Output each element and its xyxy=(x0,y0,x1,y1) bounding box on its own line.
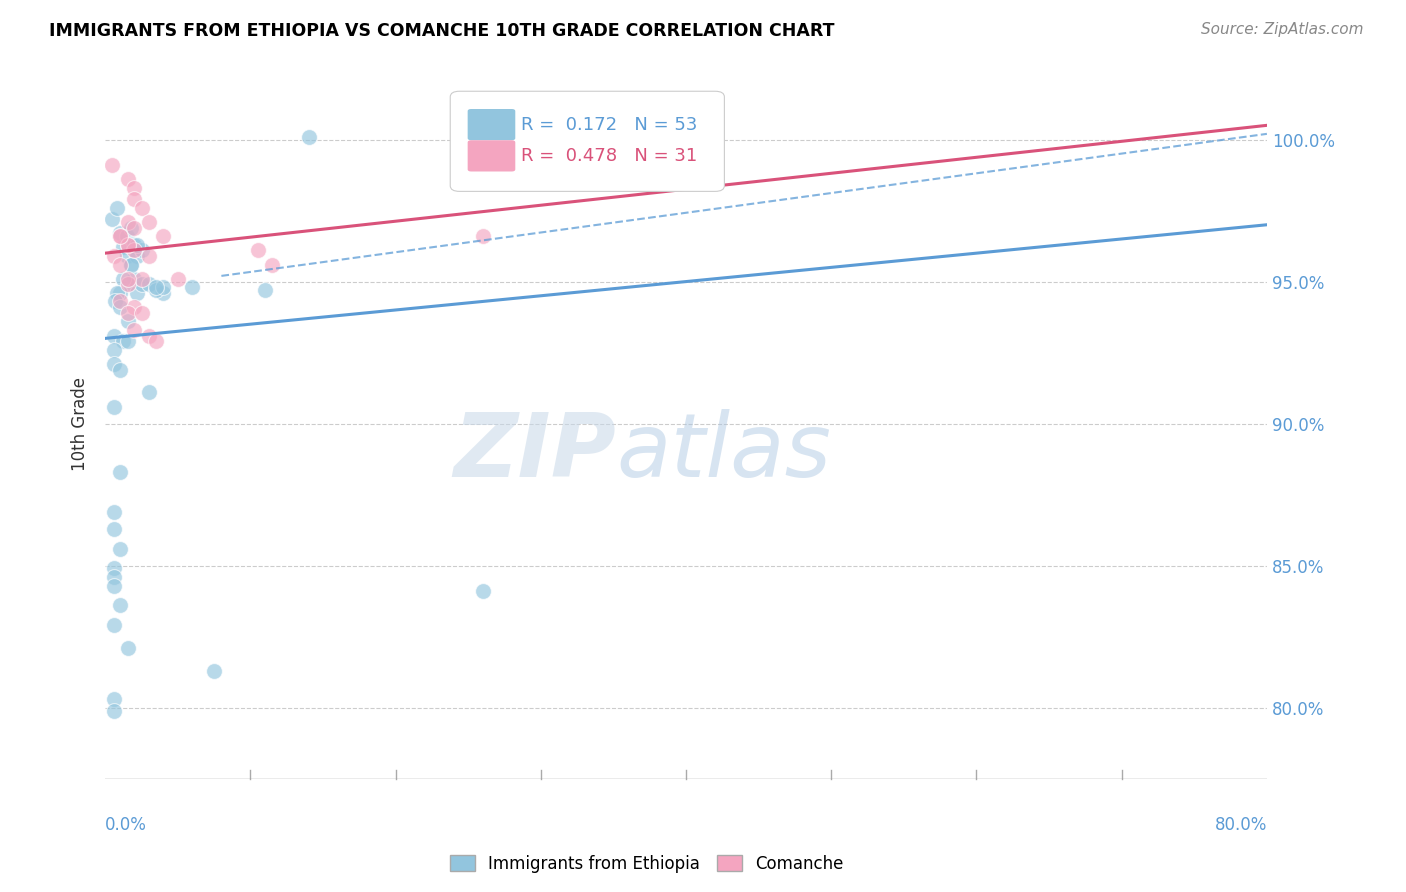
Point xyxy=(202,664,225,678)
Point xyxy=(108,285,131,300)
Point xyxy=(145,280,167,294)
Point xyxy=(103,249,125,263)
Point xyxy=(115,229,138,244)
Text: R =  0.478   N = 31: R = 0.478 N = 31 xyxy=(522,147,697,165)
Point xyxy=(122,237,145,252)
Point xyxy=(471,229,494,244)
Point xyxy=(117,215,139,229)
Point xyxy=(138,385,160,400)
Point xyxy=(108,465,131,479)
Point xyxy=(117,306,139,320)
Text: 80.0%: 80.0% xyxy=(1215,815,1267,834)
Point xyxy=(108,229,131,244)
Point xyxy=(108,599,131,613)
FancyBboxPatch shape xyxy=(450,91,724,192)
Point xyxy=(103,704,125,718)
Point xyxy=(117,237,139,252)
Point xyxy=(145,283,167,297)
Point xyxy=(111,334,134,349)
Point xyxy=(103,400,125,414)
Text: Source: ZipAtlas.com: Source: ZipAtlas.com xyxy=(1201,22,1364,37)
Point xyxy=(127,249,149,263)
Point xyxy=(117,237,139,252)
Point xyxy=(122,192,145,206)
Point xyxy=(117,334,139,349)
Point xyxy=(111,240,134,254)
Text: IMMIGRANTS FROM ETHIOPIA VS COMANCHE 10TH GRADE CORRELATION CHART: IMMIGRANTS FROM ETHIOPIA VS COMANCHE 10T… xyxy=(49,22,835,40)
Point xyxy=(253,283,276,297)
FancyBboxPatch shape xyxy=(468,140,515,171)
Text: R =  0.172   N = 53: R = 0.172 N = 53 xyxy=(522,116,697,134)
Point xyxy=(471,584,494,599)
Text: ZIP: ZIP xyxy=(454,409,616,496)
Point xyxy=(105,285,128,300)
Point xyxy=(101,212,124,227)
Point xyxy=(120,258,142,272)
Point xyxy=(122,220,145,235)
Point xyxy=(131,277,153,292)
Point xyxy=(108,258,131,272)
Point xyxy=(103,343,125,357)
Point xyxy=(117,314,139,328)
Point xyxy=(103,618,125,632)
Point xyxy=(105,201,128,215)
Point xyxy=(122,181,145,195)
Point xyxy=(131,201,153,215)
Point xyxy=(108,541,131,556)
Point xyxy=(108,227,131,241)
Y-axis label: 10th Grade: 10th Grade xyxy=(72,376,89,471)
Point xyxy=(145,334,167,349)
Point xyxy=(122,300,145,314)
Point xyxy=(122,244,145,258)
Point xyxy=(103,505,125,519)
Point xyxy=(103,328,125,343)
Point xyxy=(120,220,142,235)
Point xyxy=(117,640,139,655)
Point xyxy=(111,271,134,285)
Legend: Immigrants from Ethiopia, Comanche: Immigrants from Ethiopia, Comanche xyxy=(443,848,851,880)
FancyBboxPatch shape xyxy=(468,109,515,140)
Point xyxy=(103,578,125,592)
Point xyxy=(122,271,145,285)
Point xyxy=(104,294,127,309)
Point xyxy=(108,300,131,314)
Point xyxy=(103,357,125,371)
Point xyxy=(181,280,204,294)
Point xyxy=(152,285,174,300)
Point xyxy=(138,215,160,229)
Point xyxy=(103,561,125,575)
Point xyxy=(120,258,142,272)
Point xyxy=(101,158,124,172)
Point xyxy=(117,271,139,285)
Point xyxy=(103,522,125,536)
Text: atlas: atlas xyxy=(616,409,831,495)
Point xyxy=(108,294,131,309)
Point xyxy=(297,129,319,144)
Point xyxy=(152,280,174,294)
Point xyxy=(103,692,125,706)
Point xyxy=(131,306,153,320)
Point xyxy=(152,229,174,244)
Point xyxy=(108,229,131,244)
Point xyxy=(262,258,284,272)
Point xyxy=(127,237,149,252)
Point xyxy=(117,277,139,292)
Point xyxy=(108,362,131,376)
Point xyxy=(117,172,139,186)
Point xyxy=(131,244,153,258)
Point xyxy=(246,244,269,258)
Point xyxy=(138,328,160,343)
Point xyxy=(138,277,160,292)
Point xyxy=(138,249,160,263)
Point xyxy=(122,323,145,337)
Point xyxy=(166,271,188,285)
Point xyxy=(127,285,149,300)
Point xyxy=(103,570,125,584)
Point xyxy=(131,271,153,285)
Text: 0.0%: 0.0% xyxy=(105,815,148,834)
Point xyxy=(117,277,139,292)
Point xyxy=(115,249,138,263)
